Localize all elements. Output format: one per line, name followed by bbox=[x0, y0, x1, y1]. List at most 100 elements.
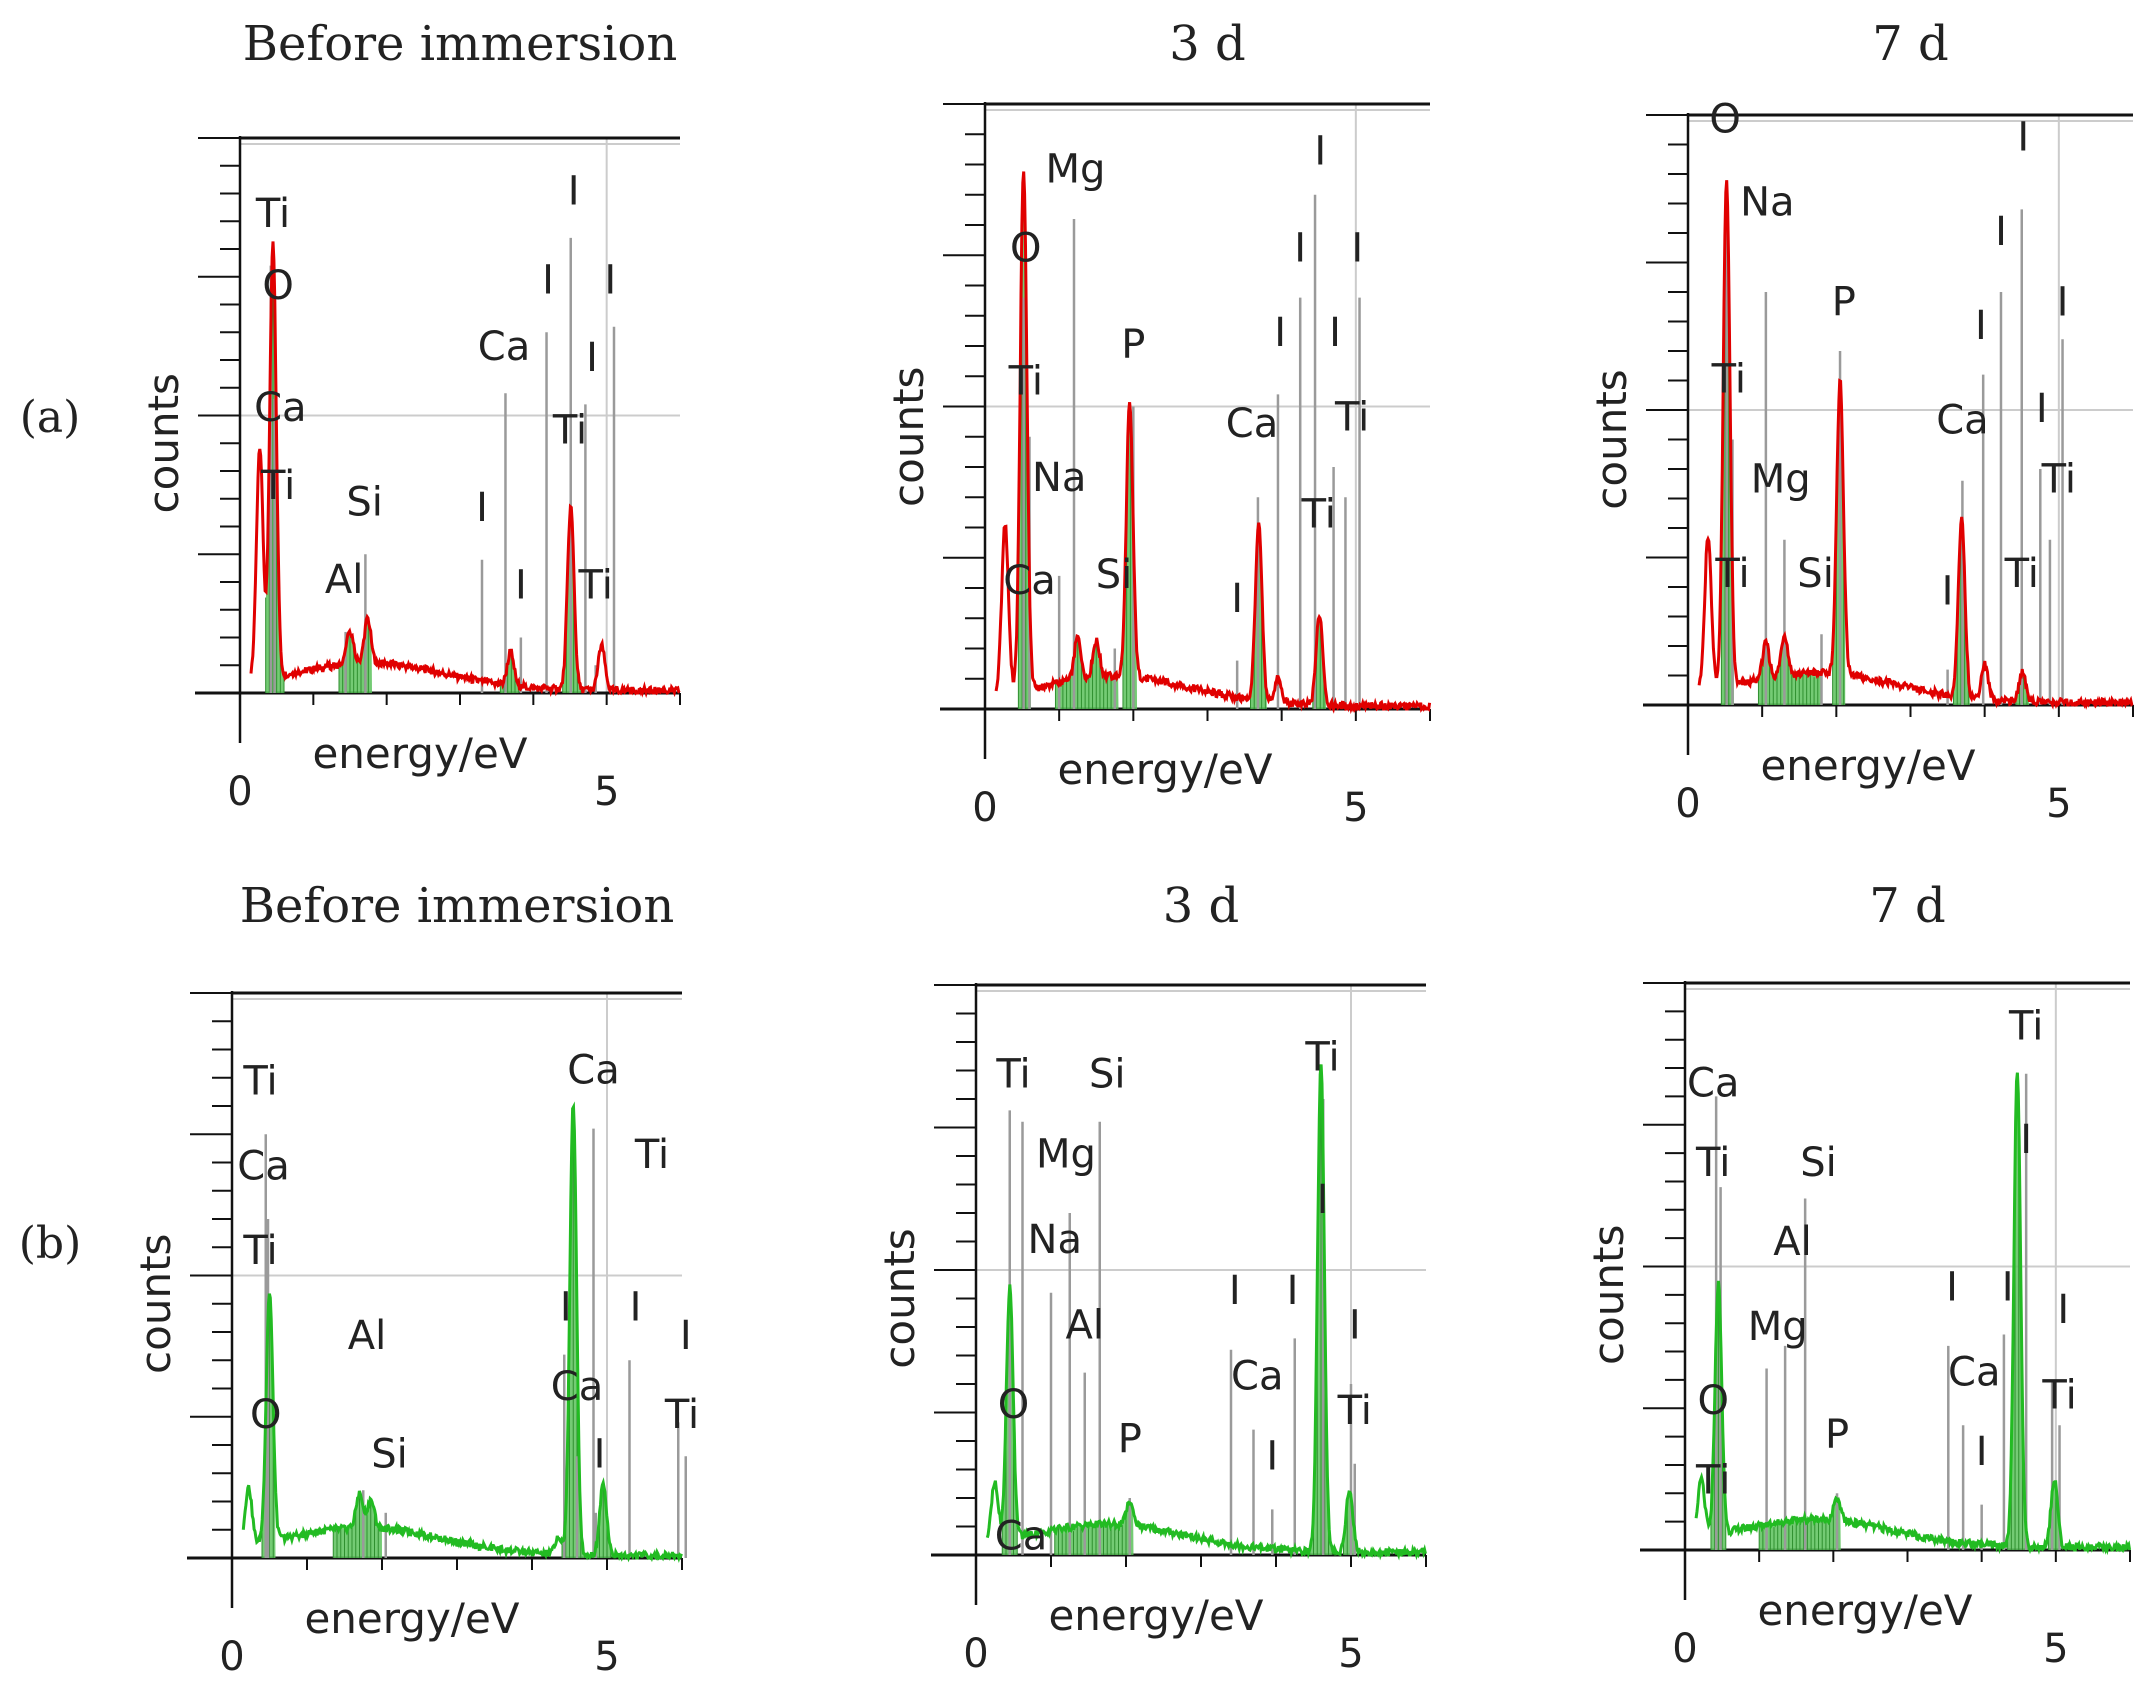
element-label: Ti bbox=[242, 1228, 277, 1274]
element-label: I bbox=[2020, 1117, 2032, 1163]
element-label: Ca bbox=[254, 385, 306, 431]
element-label: Ti bbox=[1301, 492, 1336, 538]
element-label: Ti bbox=[1711, 356, 1746, 402]
element-label: Ca bbox=[1231, 1354, 1283, 1400]
element-label: I bbox=[1274, 310, 1286, 356]
element-label: Ca bbox=[1948, 1350, 2000, 1396]
x-tick-label: 5 bbox=[594, 1634, 619, 1680]
element-label: Si bbox=[1800, 1140, 1837, 1186]
element-label: Si bbox=[346, 479, 383, 525]
element-label: Al bbox=[1066, 1302, 1104, 1348]
y-axis-label: counts bbox=[1587, 369, 1636, 509]
element-label: Ti bbox=[2041, 457, 2076, 503]
element-label: Ca bbox=[1936, 398, 1988, 444]
element-label: I bbox=[1946, 1265, 1958, 1311]
row-label-a: (a) bbox=[20, 392, 81, 443]
x-axis-label: energy/eV bbox=[1760, 741, 1975, 790]
element-label: I bbox=[476, 485, 488, 531]
element-label: Ti bbox=[1714, 551, 1749, 597]
element-label: I bbox=[2057, 280, 2069, 326]
x-tick-label: 5 bbox=[2046, 781, 2071, 827]
element-label: Ti bbox=[995, 1052, 1030, 1098]
element-label: I bbox=[2057, 1287, 2069, 1333]
peak-fill bbox=[1054, 1502, 1134, 1555]
chart-title: 3 d bbox=[1163, 878, 1240, 934]
element-label: Ti bbox=[2008, 1004, 2043, 1050]
peak-fill bbox=[1055, 636, 1119, 709]
y-axis-label: counts bbox=[884, 367, 933, 507]
element-label: Al bbox=[1773, 1219, 1811, 1265]
x-tick-label: 5 bbox=[1343, 785, 1368, 831]
chart-title: Before immersion bbox=[243, 16, 677, 72]
element-label: I bbox=[1349, 1302, 1361, 1348]
element-label: Na bbox=[1740, 179, 1794, 225]
y-axis-label: counts bbox=[875, 1228, 924, 1368]
peak-fill bbox=[339, 616, 372, 693]
spectrum-line bbox=[994, 171, 1432, 715]
element-label: Ti bbox=[1337, 1388, 1372, 1434]
element-label: I bbox=[680, 1313, 692, 1359]
element-label: Al bbox=[325, 557, 363, 603]
element-label: Ca bbox=[1003, 558, 1055, 604]
element-label: O bbox=[262, 263, 293, 309]
element-label: Ca bbox=[478, 324, 530, 370]
element-label: Ca bbox=[551, 1364, 603, 1410]
element-label: Ca bbox=[237, 1143, 289, 1189]
element-label: I bbox=[1975, 303, 1987, 349]
element-label: Mg bbox=[1046, 147, 1106, 193]
element-label: P bbox=[1825, 1412, 1849, 1458]
x-tick-label: 0 bbox=[219, 1634, 244, 1680]
element-label: Mg bbox=[1751, 457, 1811, 503]
element-label: O bbox=[1010, 225, 1041, 271]
y-axis-label: counts bbox=[139, 373, 188, 513]
element-label: Ti bbox=[664, 1392, 699, 1438]
element-label: I bbox=[2002, 1265, 2014, 1311]
x-tick-label: 0 bbox=[1675, 781, 1700, 827]
element-label: O bbox=[250, 1392, 281, 1438]
element-label: Ca bbox=[1687, 1060, 1739, 1106]
element-label: Ca bbox=[567, 1047, 619, 1093]
y-axis-label: counts bbox=[1584, 1225, 1633, 1365]
spectrum-line bbox=[985, 1064, 1427, 1561]
element-label: I bbox=[604, 257, 616, 303]
element-label: I bbox=[586, 335, 598, 381]
element-label: Ti bbox=[552, 407, 587, 453]
chart-title: 7 d bbox=[1872, 16, 1949, 72]
element-label: Ti bbox=[255, 191, 290, 237]
x-axis-label: energy/eV bbox=[304, 1594, 519, 1643]
chart-panel: 3 dTi SiMgNaAlOPCaTiIICaIIITicountsenergy… bbox=[875, 878, 1427, 1677]
element-label: I bbox=[1287, 1268, 1299, 1314]
element-label: Si bbox=[371, 1432, 408, 1478]
element-label: I bbox=[560, 1285, 572, 1331]
spectrum-line bbox=[1697, 180, 2134, 710]
element-label: Ti bbox=[578, 563, 613, 609]
element-label: I bbox=[630, 1285, 642, 1331]
element-label: Al bbox=[348, 1313, 386, 1359]
element-label: Ti bbox=[2041, 1372, 2076, 1418]
element-label: P bbox=[1121, 322, 1145, 368]
element-label: Ti bbox=[1304, 1035, 1339, 1081]
element-label: Ca bbox=[995, 1513, 1047, 1559]
x-tick-label: 0 bbox=[1672, 1626, 1697, 1672]
element-label: Si bbox=[1096, 552, 1133, 598]
element-label: I bbox=[1294, 225, 1306, 271]
element-label: I bbox=[1942, 569, 1954, 615]
element-label: P bbox=[1832, 280, 1856, 326]
element-label: Na bbox=[1032, 455, 1086, 501]
x-tick-label: 5 bbox=[1338, 1631, 1363, 1677]
spectrum-line bbox=[249, 241, 681, 699]
spectrum-line bbox=[241, 1101, 683, 1563]
element-label: I bbox=[568, 169, 580, 215]
element-label: I bbox=[1317, 1177, 1329, 1223]
element-label: Si bbox=[1797, 551, 1834, 597]
element-label: Si bbox=[1089, 1052, 1126, 1098]
element-label: I bbox=[1231, 576, 1243, 622]
element-label: Ti bbox=[260, 463, 295, 509]
element-label: I bbox=[2017, 114, 2029, 160]
element-label: I bbox=[1229, 1268, 1241, 1314]
x-tick-label: 5 bbox=[2043, 1626, 2068, 1672]
